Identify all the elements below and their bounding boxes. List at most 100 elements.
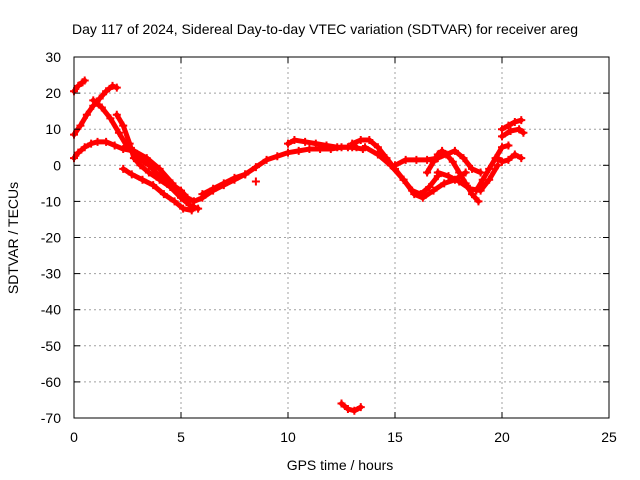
y-tick-label: -50	[41, 338, 61, 354]
data-point	[519, 128, 528, 137]
y-axis-title: SDTVAR / TECUs	[5, 182, 21, 294]
data-series-trace-i	[251, 177, 260, 186]
data-point	[179, 204, 188, 213]
data-point	[273, 152, 282, 161]
x-axis-title: GPS time / hours	[287, 457, 394, 473]
series-trace-band	[499, 126, 526, 139]
data-point	[290, 136, 299, 145]
data-point	[498, 143, 506, 152]
data-points	[70, 76, 528, 415]
data-series-trace-c	[89, 96, 198, 206]
data-point	[423, 168, 432, 177]
data-series-trace-f	[119, 164, 196, 215]
data-point	[410, 190, 419, 199]
data-point	[97, 103, 106, 112]
chart-title: Day 117 of 2024, Sidereal Day-to-day VTE…	[72, 21, 578, 37]
data-point	[350, 406, 359, 415]
x-tick-label: 15	[387, 429, 403, 445]
data-point	[114, 128, 123, 137]
data-point	[455, 168, 464, 177]
data-point	[361, 143, 370, 152]
data-point	[198, 190, 207, 199]
data-point	[468, 164, 477, 173]
data-point	[144, 168, 153, 177]
data-point	[241, 170, 250, 179]
data-point	[412, 155, 421, 164]
data-series-trace-p	[472, 141, 513, 195]
data-point	[119, 164, 128, 173]
data-point	[322, 141, 331, 150]
data-point	[343, 143, 352, 152]
data-point	[504, 141, 513, 150]
data-series-trace-t	[337, 399, 365, 415]
data-point	[177, 193, 185, 202]
data-point	[498, 125, 506, 134]
data-point	[155, 164, 164, 173]
data-point	[80, 143, 89, 152]
data-point	[459, 154, 468, 163]
data-point	[305, 145, 314, 154]
data-point	[429, 157, 438, 166]
data-point	[230, 173, 239, 182]
data-point	[108, 81, 117, 90]
data-point	[433, 168, 442, 177]
x-tick-label: 25	[601, 429, 617, 445]
data-point	[155, 175, 164, 184]
data-point	[343, 404, 352, 413]
data-point	[142, 154, 151, 163]
data-point	[119, 145, 128, 154]
data-point	[373, 150, 382, 159]
data-point	[87, 139, 96, 148]
x-tick-label: 0	[70, 429, 78, 445]
data-point	[311, 139, 320, 148]
data-point	[429, 186, 438, 195]
data-point	[219, 179, 228, 188]
y-tick-label: -20	[41, 230, 61, 246]
data-point	[455, 177, 464, 186]
data-point	[301, 137, 310, 146]
data-point	[356, 136, 365, 145]
data-point	[102, 87, 111, 96]
data-point	[333, 143, 342, 152]
data-point	[337, 399, 346, 408]
series-trace-band	[90, 97, 197, 204]
data-point	[465, 184, 474, 193]
data-point	[159, 190, 168, 199]
data-point	[74, 148, 83, 157]
data-point	[515, 125, 524, 134]
data-point	[517, 116, 526, 125]
y-tick-label: 0	[53, 157, 61, 173]
y-tick-labels: -70 -60 -50 -40 -30 -20 -10 0 10 20 30	[41, 49, 61, 426]
data-point	[149, 181, 158, 190]
y-tick-label: -30	[41, 266, 61, 282]
data-point	[187, 206, 196, 215]
data-series-trace-j	[284, 136, 361, 152]
y-tick-label: 20	[45, 85, 61, 101]
data-series-trace-a	[70, 76, 89, 96]
data-series-trace-g	[189, 143, 367, 206]
data-point	[80, 76, 89, 85]
data-point	[506, 127, 515, 136]
data-point	[166, 182, 175, 191]
data-point	[478, 175, 487, 184]
data-point	[438, 146, 447, 155]
data-point	[504, 155, 513, 164]
y-tick-label: -70	[41, 410, 61, 426]
data-point	[472, 186, 481, 195]
data-point	[138, 175, 147, 184]
x-tick-labels: 0 5 10 15 20 25	[70, 429, 617, 445]
data-point	[95, 94, 104, 103]
data-point	[284, 148, 292, 157]
data-point	[119, 121, 128, 130]
data-point	[170, 197, 179, 206]
x-tick-label: 20	[494, 429, 510, 445]
data-point	[136, 161, 145, 170]
data-point	[493, 154, 502, 163]
data-point	[112, 110, 121, 119]
grid-lines	[74, 57, 609, 418]
data-point	[194, 204, 203, 213]
data-point	[251, 177, 260, 186]
data-series-trace-q	[493, 150, 526, 166]
data-series-trace-h	[198, 170, 250, 199]
